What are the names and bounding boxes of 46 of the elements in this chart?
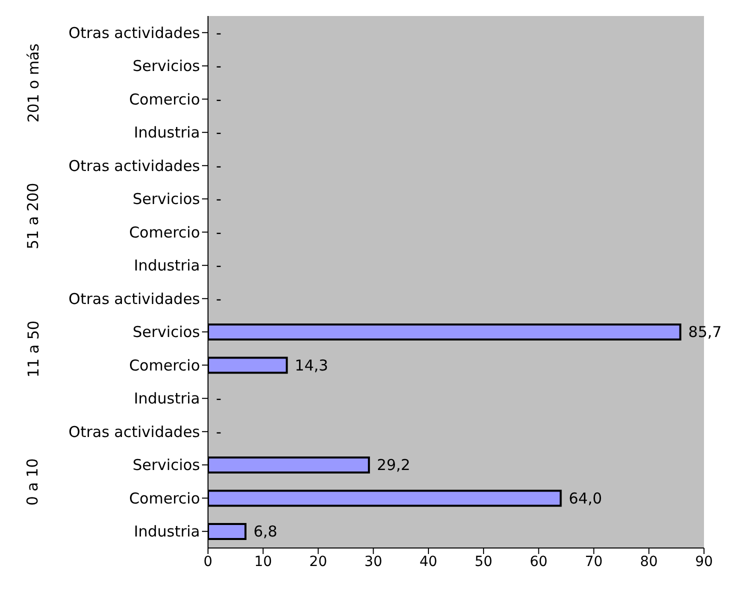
data-label: 29,2 [376,456,410,474]
data-label: 6,8 [253,522,278,541]
text: - [216,124,222,142]
text: - [216,57,222,76]
data-label: 14,3 [294,356,328,374]
y-tick-label: Servicios [132,190,200,208]
x-tick-label: 80 [640,554,658,570]
y-tick-label: Otras actividades [68,24,200,42]
text: - [216,256,222,275]
y-tick-label: Comercio [129,489,200,508]
x-tick-label: 70 [584,554,603,570]
x-tick-label: 40 [420,554,438,570]
x-tick-label: 50 [474,554,492,570]
text: - [216,390,222,408]
y-tick-label: Otras actividades [68,156,200,175]
y-tick-label: Servicios [132,456,200,474]
text: - [216,24,222,42]
text: - [216,190,222,208]
y-tick-label: Servicios [132,57,200,76]
x-tick-label: 10 [254,554,272,570]
y-tick-label: Industria [134,522,200,541]
y-tick-label: Otras actividades [68,290,200,308]
text: 51 a 200 [24,182,42,249]
text: - [216,290,222,308]
x-tick-label: 30 [364,554,382,570]
text: - [216,90,222,108]
x-tick-label: 60 [530,554,548,570]
x-tick-label: 0 [204,554,212,570]
y-tick-label: Industria [134,124,200,142]
text: 0 a 10 [24,458,42,506]
x-tick-label: 20 [309,554,328,570]
y-tick-label: Comercio [129,90,200,108]
y-tick-label: Industria [134,390,200,408]
data-label: 64,0 [568,489,602,508]
y-tick-label: Comercio [129,223,200,242]
data-label: 85,7 [688,323,722,342]
x-tick-label: 90 [695,554,713,570]
y-tick-label: Industria [134,256,200,275]
text: 201 o más [24,43,42,122]
text: 11 a 50 [24,320,42,377]
y-tick-label: Otras actividades [68,422,200,441]
text: - [216,223,222,242]
text: - [216,422,222,441]
y-tick-label: Comercio [129,356,200,374]
y-tick-label: Servicios [132,323,200,342]
text: - [216,156,222,175]
